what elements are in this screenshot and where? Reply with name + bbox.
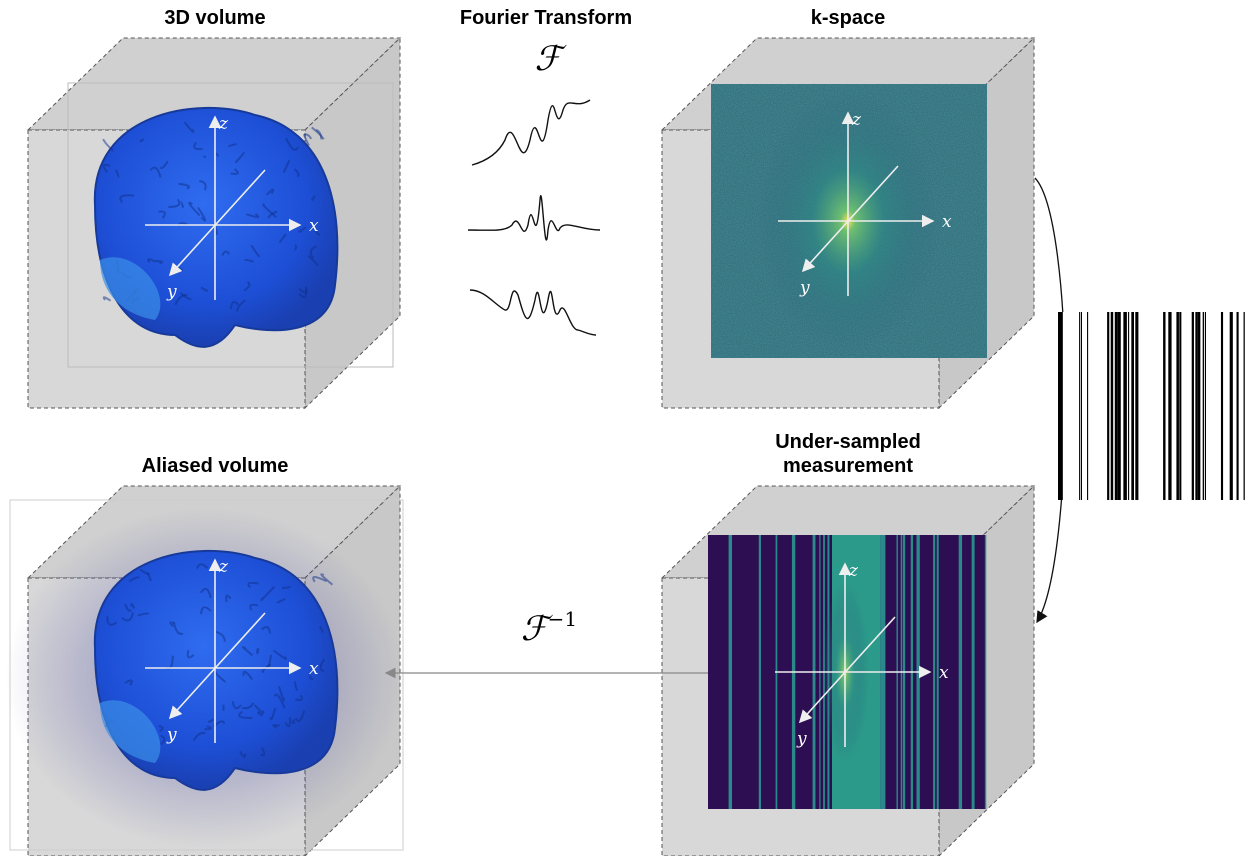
panel-title: Under-sampled <box>775 431 921 453</box>
axis-label: x <box>939 663 949 683</box>
axis-label: z <box>848 561 859 581</box>
mask-line <box>1115 312 1118 500</box>
mask-line <box>1111 312 1113 500</box>
mask-line <box>1128 312 1129 500</box>
transform-symbol: ℱ <box>535 39 568 79</box>
mask-line <box>1131 312 1134 500</box>
mask-line <box>1237 312 1239 500</box>
wavelets <box>468 100 600 335</box>
diagram: zxy3D volumezxyk-spacezxyAliased volumez… <box>0 0 1247 856</box>
mask-line <box>1244 312 1245 500</box>
mask-line <box>1168 312 1171 500</box>
panel-title: k-space <box>811 7 886 29</box>
mask-line <box>1087 312 1088 500</box>
mask-line <box>1221 312 1223 500</box>
mask-line <box>1081 312 1082 500</box>
mask-line <box>1119 312 1120 500</box>
panel-title: measurement <box>783 455 913 477</box>
sampled-line <box>729 535 732 809</box>
panel: z x y Under-sampledmeasurement <box>662 431 1034 856</box>
panel: z x y k-space <box>662 7 1034 408</box>
mask-line <box>1176 312 1179 500</box>
sampling-mask <box>1058 312 1247 500</box>
axis-label: z <box>218 114 229 134</box>
panel-title: 3D volume <box>164 7 265 29</box>
sampled-line <box>972 535 975 809</box>
transform-title: Fourier Transform <box>460 7 632 29</box>
inverse-symbol: ℱ−1 <box>521 607 577 649</box>
mask-line <box>1126 312 1127 500</box>
axis-label: y <box>166 282 177 302</box>
sampled-line <box>933 535 935 809</box>
mask-line <box>1135 312 1138 500</box>
mask-line <box>1107 312 1109 500</box>
panel-title: Aliased volume <box>142 455 289 477</box>
panel: z x y 3D volume <box>28 7 400 408</box>
axis-label: z <box>851 110 862 130</box>
axis-label: x <box>942 212 952 232</box>
mask-line <box>1195 312 1197 500</box>
axis-label: y <box>799 278 810 298</box>
mask-line <box>1079 312 1080 500</box>
inverse-exponent: −1 <box>548 607 577 631</box>
axis-label: x <box>309 216 319 236</box>
mask-line <box>1203 312 1204 500</box>
sampled-line <box>959 535 962 809</box>
mask-line <box>1198 312 1201 500</box>
mask-line <box>1060 312 1063 500</box>
sampled-line <box>985 535 986 809</box>
mask-line <box>1140 312 1160 500</box>
axis-label: x <box>309 659 319 679</box>
mask-line <box>1163 312 1165 500</box>
mask-line <box>1192 312 1194 500</box>
mask-line <box>1179 312 1181 500</box>
mask-line <box>1230 312 1233 500</box>
axis-label: y <box>796 729 807 749</box>
sampled-line <box>759 535 761 809</box>
brain-fold <box>295 246 296 251</box>
axis-label: y <box>166 725 177 745</box>
axis-label: z <box>218 557 229 577</box>
panel: z x y Aliased volume <box>5 455 405 856</box>
mask-line <box>1205 312 1206 500</box>
